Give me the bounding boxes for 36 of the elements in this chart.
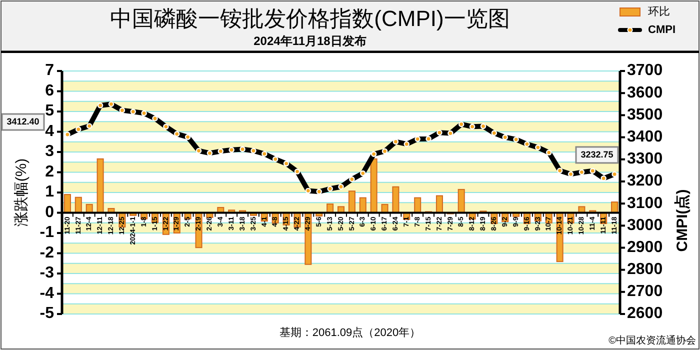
y-tick-label: -4 <box>40 284 54 302</box>
y-tick-label: 4 <box>45 122 54 140</box>
text: 基期：2061.09点（2020年） <box>279 326 421 339</box>
y2-tick-label: 2800 <box>627 261 663 278</box>
y-tick-label: 2 <box>45 163 54 180</box>
annotation: 3232.75 <box>580 149 614 160</box>
y-tick-label: 3 <box>45 143 54 160</box>
y2-tick-label: 2700 <box>627 283 663 300</box>
y2-tick-label: 3200 <box>627 172 663 190</box>
y2-tick-label: 3000 <box>627 216 663 234</box>
y-axis-title: 涨跌幅(%) <box>12 158 30 227</box>
y2-tick-label: 3500 <box>627 106 663 124</box>
y-tick-label: 5 <box>45 102 54 120</box>
chart-subtitle: 2024年11月18日发布 <box>254 34 366 48</box>
y2-tick-label: 2600 <box>627 305 663 322</box>
legend-label: 环比 <box>648 4 670 18</box>
y2-tick-label: 2900 <box>627 238 663 256</box>
y2-tick-label: 3600 <box>627 84 663 102</box>
y2-tick-label: 3300 <box>627 150 663 168</box>
y2-tick-label: 3700 <box>627 62 663 80</box>
y-tick-label: 0 <box>45 204 54 221</box>
chart-title: 中国磷酸一铵批发价格指数(CMPI)一览图 <box>110 6 510 31</box>
y-tick-label: -2 <box>40 244 54 262</box>
annotation: 3232.75 <box>575 146 619 164</box>
legend-label: CMPI <box>648 24 676 36</box>
y-tick-label: 1 <box>45 184 54 201</box>
y2-axis-title: CMPI(点) <box>674 189 691 252</box>
y-tick-label: 7 <box>45 62 54 80</box>
y-tick-label: -5 <box>40 305 54 322</box>
y-tick-label: -3 <box>40 264 54 282</box>
y2-tick-label: 3400 <box>627 128 663 146</box>
annotation: 3412.40 <box>1 113 45 131</box>
y-tick-label: 6 <box>45 82 54 100</box>
text: ©中国农资流通协会 <box>608 334 696 347</box>
y-tick-label: -1 <box>40 224 54 242</box>
y2-tick-label: 3100 <box>627 194 663 212</box>
